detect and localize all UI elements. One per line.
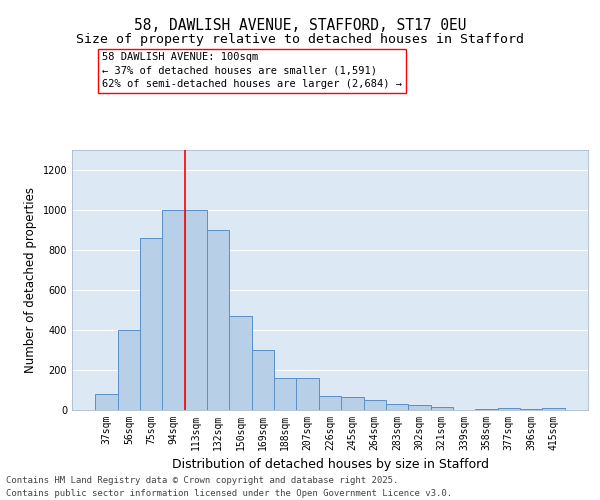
X-axis label: Distribution of detached houses by size in Stafford: Distribution of detached houses by size … bbox=[172, 458, 488, 471]
Bar bbox=[252, 350, 274, 410]
Bar bbox=[118, 330, 140, 410]
Bar bbox=[497, 408, 520, 410]
Bar bbox=[229, 316, 252, 410]
Y-axis label: Number of detached properties: Number of detached properties bbox=[24, 187, 37, 373]
Text: Contains HM Land Registry data © Crown copyright and database right 2025.
Contai: Contains HM Land Registry data © Crown c… bbox=[6, 476, 452, 498]
Bar bbox=[408, 405, 431, 410]
Bar bbox=[140, 238, 163, 410]
Bar bbox=[431, 407, 453, 410]
Bar bbox=[386, 404, 408, 410]
Bar bbox=[95, 394, 118, 410]
Text: 58, DAWLISH AVENUE, STAFFORD, ST17 0EU: 58, DAWLISH AVENUE, STAFFORD, ST17 0EU bbox=[134, 18, 466, 32]
Bar bbox=[475, 409, 497, 410]
Bar bbox=[296, 378, 319, 410]
Bar bbox=[163, 210, 185, 410]
Bar bbox=[207, 230, 229, 410]
Bar bbox=[364, 400, 386, 410]
Bar bbox=[274, 378, 296, 410]
Bar bbox=[185, 210, 207, 410]
Bar bbox=[341, 397, 364, 410]
Text: Size of property relative to detached houses in Stafford: Size of property relative to detached ho… bbox=[76, 32, 524, 46]
Bar bbox=[542, 408, 565, 410]
Text: 58 DAWLISH AVENUE: 100sqm
← 37% of detached houses are smaller (1,591)
62% of se: 58 DAWLISH AVENUE: 100sqm ← 37% of detac… bbox=[102, 52, 402, 89]
Bar bbox=[319, 396, 341, 410]
Bar bbox=[520, 409, 542, 410]
